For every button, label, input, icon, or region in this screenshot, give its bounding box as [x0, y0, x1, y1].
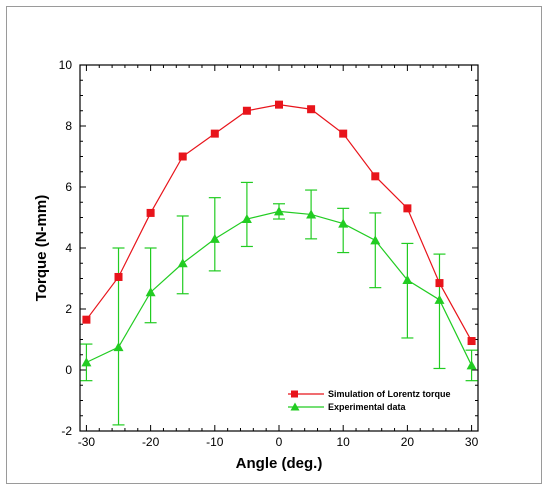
x-tick-label: 20 — [401, 435, 415, 449]
error-bar — [433, 253, 446, 370]
x-tick-label: -30 — [78, 435, 96, 449]
data-point-simulation — [371, 172, 380, 181]
data-point-simulation — [403, 204, 412, 213]
error-bar — [401, 242, 414, 339]
data-point-simulation — [178, 152, 187, 161]
data-point-simulation — [114, 272, 123, 281]
plot-area — [79, 64, 479, 432]
data-point-experimental — [209, 233, 220, 243]
x-tick-label: -10 — [206, 435, 224, 449]
y-tick-label: 8 — [65, 119, 72, 133]
plot-border — [79, 64, 479, 432]
data-point-experimental — [370, 235, 381, 245]
legend-label-experimental: Experimental data — [328, 402, 407, 412]
error-bar — [144, 247, 157, 324]
y-tick-label: 10 — [59, 58, 73, 72]
data-point-experimental — [434, 294, 445, 304]
series-layer — [80, 100, 478, 426]
x-axis-title: Angle (deg.) — [236, 455, 323, 472]
error-bar — [176, 215, 189, 295]
series-line-experimental — [86, 210, 473, 366]
legend-marker-experimental — [290, 402, 300, 411]
y-tick-label: 2 — [65, 302, 72, 316]
y-axis-title: Torque (N-mm) — [33, 195, 50, 301]
y-tick-label: -2 — [61, 424, 72, 438]
data-point-experimental — [113, 342, 124, 352]
legend-marker-simulation — [291, 390, 298, 398]
x-tick-label: -20 — [142, 435, 160, 449]
error-bar — [369, 212, 382, 289]
legend: Simulation of Lorentz torque Experimenta… — [288, 389, 451, 412]
data-point-simulation — [242, 106, 251, 115]
data-point-experimental — [241, 214, 252, 224]
data-point-simulation — [275, 100, 283, 109]
data-point-simulation — [339, 129, 348, 138]
data-point-experimental — [81, 357, 92, 367]
data-point-experimental — [402, 275, 413, 285]
series-line-simulation — [85, 104, 473, 342]
y-tick-label: 4 — [65, 241, 72, 255]
legend-label-simulation: Simulation of Lorentz torque — [328, 389, 451, 399]
data-point-experimental — [274, 206, 284, 216]
y-tick-label: 6 — [65, 180, 72, 194]
data-point-experimental — [338, 218, 349, 228]
data-point-experimental — [177, 258, 188, 268]
data-point-experimental — [306, 209, 317, 219]
data-point-simulation — [467, 337, 476, 346]
x-tick-label: 0 — [276, 435, 283, 449]
data-point-simulation — [82, 315, 91, 324]
x-tick-label: 10 — [337, 435, 351, 449]
chart-frame — [6, 6, 542, 484]
data-point-experimental — [466, 360, 477, 370]
data-point-simulation — [210, 129, 219, 138]
data-point-simulation — [307, 105, 316, 114]
data-point-experimental — [145, 287, 156, 297]
y-tick-label: 0 — [65, 363, 72, 377]
data-point-simulation — [146, 208, 155, 217]
error-bar — [337, 207, 350, 254]
x-tick-label: 30 — [465, 435, 479, 449]
data-point-simulation — [435, 279, 444, 288]
